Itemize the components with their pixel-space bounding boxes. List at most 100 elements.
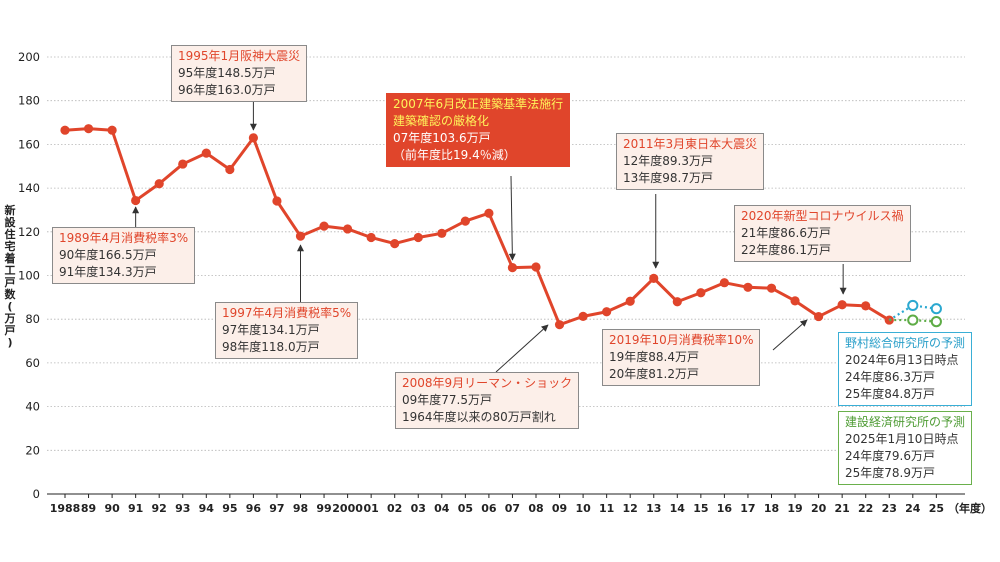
- y-axis-label-char: ): [7, 336, 13, 349]
- x-tick-label: 18: [764, 502, 779, 515]
- data-point: [672, 297, 682, 307]
- forecast-box-nomura: 野村総合研究所の予測 2024年6月13日時点 24年度86.3万戸 25年度8…: [838, 332, 973, 406]
- x-axis: 1988 89 90 91 92 93 94 95 96 97 98 99 2000 01 02 03 04 05…: [47, 493, 992, 515]
- x-tick-label: 89: [81, 502, 96, 515]
- y-tick-label: 140: [18, 181, 40, 195]
- y-axis-label-char: 住: [4, 228, 16, 241]
- y-tick-label: 200: [18, 50, 40, 64]
- x-tick-label: 1988: [50, 502, 81, 515]
- data-point: [295, 231, 306, 241]
- data-point: [766, 283, 777, 293]
- forecast-point: [907, 314, 919, 326]
- x-tick-label: 13: [646, 502, 661, 515]
- annotation-1995: 1995年1月阪神大震災 95年度148.5万戸 96年度163.0万戸: [171, 45, 308, 102]
- x-tick-label: 97: [269, 502, 284, 515]
- data-point: [743, 282, 753, 292]
- arrow-2007: [508, 175, 516, 261]
- data-point: [602, 307, 612, 317]
- data-point: [578, 311, 588, 321]
- x-tick-label: 99: [316, 502, 331, 515]
- forecast-box-kensetsu: 建設経済研究所の予測 2025年1月10日時点 24年度79.6万戸 25年度7…: [838, 411, 973, 485]
- x-tick-label: 06: [481, 502, 497, 515]
- annotation-2008: 2008年9月リーマン・ショック 09年度77.5万戸 1964年度以来の80万…: [395, 372, 580, 429]
- y-tick-label: 160: [18, 137, 40, 151]
- x-tick-label: 2000: [332, 502, 363, 515]
- y-axis: 0 20 40 60 80 100 120 140 160 180 200: [18, 50, 40, 501]
- x-tick-label: 20: [811, 502, 827, 515]
- data-point: [343, 224, 353, 234]
- x-tick-label: 09: [552, 502, 567, 515]
- data-point: [790, 296, 800, 306]
- forecast-point: [930, 316, 942, 328]
- x-tick-label: 16: [717, 502, 733, 515]
- x-tick-label: 25: [929, 502, 944, 515]
- annotation-2019: 2019年10月消費税率10% 19年度88.4万戸 20年度81.2万戸: [602, 329, 761, 386]
- x-tick-label: 11: [599, 502, 614, 515]
- data-point: [225, 164, 235, 175]
- data-point: [83, 124, 94, 134]
- data-point: [60, 125, 70, 135]
- data-point: [719, 278, 730, 288]
- y-axis-label-char: (: [7, 300, 13, 313]
- data-point: [625, 296, 635, 306]
- data-point: [413, 232, 423, 243]
- y-axis-label-char: 戸: [4, 324, 16, 337]
- data-point: [531, 262, 541, 272]
- annotation-2011: 2011年3月東日本大震災 12年度89.3万戸 13年度98.7万戸: [616, 133, 765, 190]
- series-forecasts: [888, 299, 942, 328]
- data-point: [554, 320, 565, 330]
- series-main: [60, 124, 894, 330]
- data-point: [131, 195, 141, 206]
- data-point: [248, 133, 258, 143]
- x-axis-unit: （年度）: [948, 501, 992, 515]
- arrow-2019: [772, 319, 808, 351]
- data-point: [178, 159, 188, 169]
- y-axis-label-char: 設: [4, 216, 16, 229]
- x-tick-label: 96: [246, 502, 262, 515]
- x-tick-label: 02: [387, 502, 402, 515]
- y-axis-label-char: 戸: [4, 276, 16, 289]
- y-axis-label-char: 着: [4, 252, 16, 265]
- data-point: [484, 208, 494, 218]
- x-tick-label: 12: [623, 502, 638, 515]
- arrow-2008: [495, 324, 549, 373]
- annotation-2020: 2020年新型コロナウイルス禍 21年度86.6万戸 22年度86.1万戸: [734, 205, 911, 262]
- y-tick-label: 20: [25, 443, 40, 457]
- x-tick-label: 23: [882, 502, 897, 515]
- y-axis-label-char: 工: [4, 264, 16, 277]
- x-tick-label: 95: [222, 502, 237, 515]
- y-tick-label: 80: [25, 312, 40, 326]
- y-tick-label: 60: [25, 356, 40, 370]
- x-tick-label: 08: [528, 502, 543, 515]
- y-axis-label-char: 宅: [4, 240, 16, 253]
- data-point: [366, 232, 376, 243]
- annotation-1989: 1989年4月消費税率3% 90年度166.5万戸 91年度134.3万戸: [52, 227, 196, 284]
- data-point: [696, 288, 706, 298]
- x-tick-label: 93: [175, 502, 190, 515]
- x-tick-label: 90: [104, 502, 120, 515]
- y-axis-label-char: 新: [4, 204, 16, 217]
- x-tick-label: 05: [458, 502, 473, 515]
- x-tick-label: 94: [199, 502, 215, 515]
- x-tick-label: 24: [905, 502, 921, 515]
- x-tick-label: 14: [670, 502, 686, 515]
- y-tick-label: 180: [18, 94, 40, 108]
- y-tick-label: 0: [33, 487, 40, 501]
- data-point: [649, 273, 659, 283]
- data-point: [154, 179, 164, 189]
- y-tick-label: 100: [18, 269, 40, 283]
- x-tick-label: 19: [787, 502, 802, 515]
- y-axis-label: 新設住宅着工戸数(万戸): [3, 205, 17, 349]
- data-point: [272, 196, 282, 206]
- data-point: [507, 263, 518, 273]
- y-axis-label-char: 数: [4, 288, 16, 301]
- x-tick-label: 91: [128, 502, 143, 515]
- data-point: [837, 300, 847, 310]
- data-point: [390, 238, 400, 249]
- data-point: [861, 301, 871, 311]
- data-point: [201, 148, 211, 158]
- x-tick-label: 92: [152, 502, 167, 515]
- x-tick-label: 10: [575, 502, 591, 515]
- y-axis-label-char: 万: [4, 312, 16, 325]
